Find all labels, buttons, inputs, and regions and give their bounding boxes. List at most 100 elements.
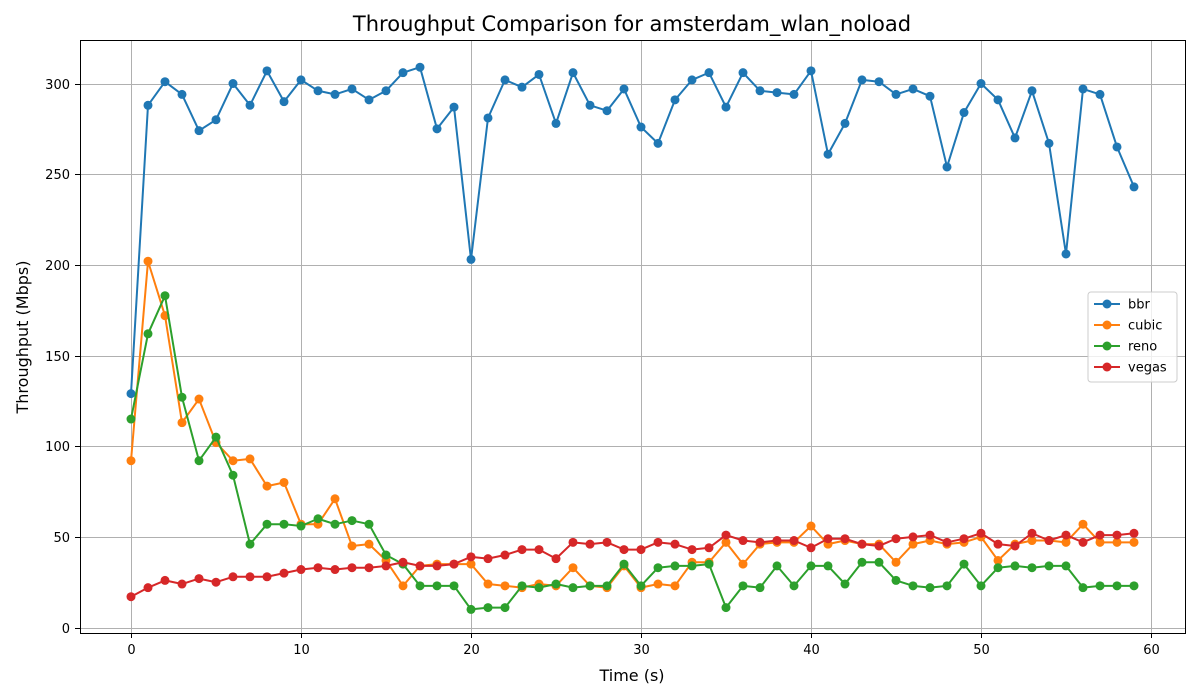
- data-point-reno: [636, 581, 646, 591]
- data-point-reno: [1027, 563, 1037, 573]
- data-point-reno: [687, 561, 697, 571]
- data-point-cubic: [1078, 519, 1088, 529]
- legend: bbr cubic reno vegas: [1087, 291, 1178, 383]
- legend-label-vegas: vegas: [1128, 361, 1167, 376]
- data-point-vegas: [823, 534, 833, 544]
- data-point-vegas: [1095, 530, 1105, 540]
- data-point-vegas: [483, 554, 493, 564]
- data-point-vegas: [262, 572, 272, 582]
- data-point-bbr: [789, 89, 799, 99]
- data-point-bbr: [1095, 89, 1105, 99]
- data-point-vegas: [959, 534, 969, 544]
- data-point-reno: [942, 581, 952, 591]
- data-point-reno: [143, 329, 153, 339]
- data-point-reno: [925, 583, 935, 593]
- data-point-reno: [483, 603, 493, 613]
- data-point-reno: [772, 561, 782, 571]
- data-point-reno: [602, 581, 612, 591]
- data-point-vegas: [1027, 528, 1037, 538]
- data-point-vegas: [279, 568, 289, 578]
- data-point-vegas: [908, 532, 918, 542]
- data-point-bbr: [1010, 133, 1020, 143]
- data-point-bbr: [364, 95, 374, 105]
- data-point-bbr: [755, 86, 765, 96]
- data-point-cubic: [653, 579, 663, 589]
- data-point-cubic: [483, 579, 493, 589]
- data-point-reno: [466, 604, 476, 614]
- data-point-vegas: [143, 583, 153, 593]
- data-point-bbr: [177, 89, 187, 99]
- y-tick-label: 100: [45, 440, 70, 455]
- data-point-bbr: [568, 68, 578, 78]
- data-point-cubic: [126, 456, 136, 466]
- y-tick-label: 250: [45, 168, 70, 183]
- data-point-reno: [908, 581, 918, 591]
- data-point-vegas: [296, 565, 306, 575]
- chart-title: Throughput Comparison for amsterdam_wlan…: [352, 12, 911, 37]
- plot-area-frame: [80, 40, 1186, 634]
- data-point-cubic: [806, 521, 816, 531]
- data-point-reno: [500, 603, 510, 613]
- data-point-cubic: [1112, 537, 1122, 547]
- data-point-vegas: [891, 534, 901, 544]
- data-point-bbr: [313, 86, 323, 96]
- data-point-vegas: [126, 592, 136, 602]
- data-point-bbr: [976, 79, 986, 89]
- data-point-reno: [245, 539, 255, 549]
- data-point-bbr: [959, 108, 969, 118]
- data-point-reno: [670, 561, 680, 571]
- data-point-cubic: [1027, 536, 1037, 546]
- data-point-cubic: [670, 581, 680, 591]
- data-point-reno: [857, 557, 867, 567]
- data-point-bbr: [211, 115, 221, 125]
- x-tick-label: 30: [633, 643, 650, 658]
- data-point-reno: [959, 559, 969, 569]
- data-point-reno: [551, 579, 561, 589]
- data-point-vegas: [721, 530, 731, 540]
- x-tick-label: 60: [1143, 643, 1160, 658]
- data-point-vegas: [806, 543, 816, 553]
- data-point-vegas: [245, 572, 255, 582]
- data-point-bbr: [296, 75, 306, 85]
- data-point-reno: [432, 581, 442, 591]
- series-bbr: [126, 62, 1139, 399]
- data-point-bbr: [194, 126, 204, 136]
- y-tick-label: 50: [53, 531, 70, 546]
- data-point-bbr: [466, 254, 476, 264]
- legend-marker-cubic: [1102, 320, 1112, 330]
- data-point-cubic: [262, 481, 272, 491]
- data-point-bbr: [160, 77, 170, 87]
- data-point-vegas: [500, 550, 510, 560]
- data-point-cubic: [891, 557, 901, 567]
- data-point-vegas: [415, 561, 425, 571]
- data-point-vegas: [1112, 530, 1122, 540]
- data-point-cubic: [1061, 537, 1071, 547]
- data-point-cubic: [1129, 537, 1139, 547]
- data-point-vegas: [364, 563, 374, 573]
- y-tick-label: 0: [62, 622, 70, 637]
- data-point-bbr: [857, 75, 867, 85]
- data-point-reno: [347, 516, 357, 526]
- data-point-cubic: [993, 555, 1003, 565]
- data-point-vegas: [653, 537, 663, 547]
- data-point-vegas: [517, 545, 527, 555]
- data-point-bbr: [1044, 138, 1054, 148]
- y-tick-label: 150: [45, 350, 70, 365]
- legend-marker-bbr: [1102, 299, 1112, 309]
- data-point-cubic: [330, 494, 340, 504]
- legend-box: [1087, 291, 1178, 383]
- data-point-reno: [1112, 581, 1122, 591]
- series-line-bbr: [130, 66, 1135, 394]
- data-point-bbr: [704, 68, 714, 78]
- data-point-cubic: [228, 456, 238, 466]
- legend-marker-vegas: [1102, 362, 1112, 372]
- data-point-vegas: [1044, 536, 1054, 546]
- data-point-vegas: [636, 545, 646, 555]
- x-axis-ticks: 0 10 20 30 40 50 60: [127, 633, 1160, 658]
- data-point-reno: [296, 521, 306, 531]
- data-point-bbr: [245, 100, 255, 110]
- data-point-bbr: [653, 138, 663, 148]
- data-point-reno: [993, 563, 1003, 573]
